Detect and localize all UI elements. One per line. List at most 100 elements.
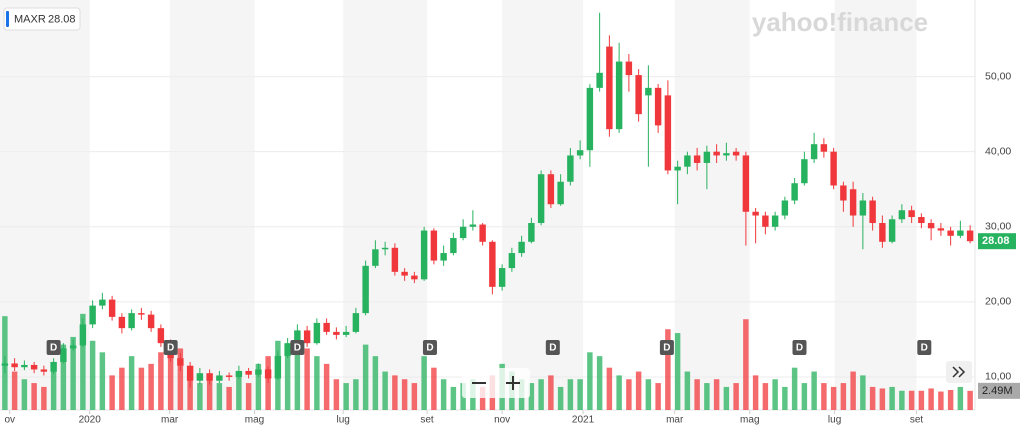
y-tick-label: 10,00 — [985, 371, 1011, 383]
candle-body — [606, 46, 613, 130]
x-tick-label: set — [910, 415, 924, 426]
candle-body — [79, 324, 87, 346]
candle-body — [69, 345, 77, 349]
candle-body — [479, 224, 486, 242]
volume-bar — [431, 367, 437, 410]
volume-bar — [265, 356, 271, 410]
candle-body — [60, 348, 67, 362]
volume-bar — [918, 390, 925, 410]
volume-bar — [616, 375, 622, 410]
zoom-controls[interactable] — [462, 368, 530, 398]
x-tick-label: lug — [828, 415, 841, 426]
candle-body — [742, 155, 750, 212]
volume-bar — [128, 356, 135, 410]
volume-bar — [626, 379, 632, 410]
volume-bar — [206, 379, 213, 410]
badge-color — [6, 11, 9, 27]
candle-body — [830, 151, 837, 186]
candle-body — [703, 151, 711, 163]
candle-body — [1, 363, 9, 366]
volume-bar — [752, 375, 759, 410]
volume-bar — [821, 383, 827, 410]
candle-body — [206, 373, 213, 381]
candle-body — [693, 155, 701, 163]
event-label: D — [796, 343, 803, 354]
volume-bar — [587, 352, 593, 410]
volume-tag-label: 2.49M — [982, 385, 1013, 397]
scroll-button[interactable] — [946, 361, 972, 383]
candle-body — [518, 241, 525, 254]
volume-bar — [713, 379, 720, 410]
candle-body — [576, 150, 584, 156]
y-tick-label: 50,00 — [985, 70, 1011, 82]
event-label: D — [50, 343, 57, 354]
x-tick-label: lug — [337, 415, 350, 426]
volume-bar — [421, 356, 427, 410]
volume-bar — [343, 383, 349, 410]
candle-body — [723, 153, 730, 156]
volume-bar — [284, 348, 291, 410]
period-band — [0, 0, 90, 410]
candle-body — [732, 151, 740, 156]
event-marker — [917, 340, 932, 355]
candle-body — [313, 322, 321, 344]
candle-body — [303, 330, 311, 344]
volume-bar — [236, 371, 242, 410]
candle-body — [498, 268, 506, 287]
volume-bar — [216, 383, 223, 410]
event-label: D — [549, 343, 556, 354]
candle-body — [791, 183, 798, 201]
candle-body — [879, 223, 886, 242]
candle-body — [528, 223, 535, 242]
candle-body — [927, 223, 935, 229]
volume-bar — [596, 356, 603, 410]
x-tick-label: mag — [740, 415, 759, 426]
candle-body — [333, 331, 340, 335]
candle-body — [752, 211, 759, 216]
volume-bar — [450, 386, 457, 410]
volume-bar — [158, 352, 164, 410]
candle-body — [908, 210, 915, 218]
volume-bar — [635, 371, 642, 410]
candle-body — [596, 72, 603, 88]
volume-bar — [928, 388, 934, 410]
candle-body — [381, 247, 389, 250]
volume-bar — [606, 367, 613, 410]
candle-body — [30, 364, 38, 370]
candle-body — [177, 358, 184, 366]
volume-bar — [811, 371, 817, 410]
volume-bar — [733, 383, 739, 410]
candle-body — [147, 314, 155, 329]
candle-body — [557, 181, 564, 205]
volume-bar — [323, 363, 330, 410]
volume-bar — [684, 371, 691, 410]
volume-bar — [889, 386, 895, 410]
event-marker — [545, 340, 560, 355]
volume-bar — [440, 379, 447, 410]
candle-body — [362, 265, 369, 314]
candle-body — [21, 364, 28, 368]
event-label: D — [663, 343, 670, 354]
x-tick-label: set — [420, 415, 434, 426]
x-tick-label: ov — [4, 415, 15, 426]
candle-body — [918, 217, 925, 224]
volume-bar — [957, 386, 964, 410]
candle-body — [937, 228, 945, 231]
volume-bar — [109, 375, 115, 410]
candle-body — [342, 331, 350, 335]
candle-body — [469, 224, 477, 227]
volume-bar — [743, 319, 749, 410]
candle-body — [450, 238, 457, 254]
candle-body — [810, 144, 818, 160]
volume-bar — [850, 371, 856, 410]
candle-body — [11, 363, 18, 368]
volume-bar — [245, 383, 252, 410]
volume-bar — [197, 383, 203, 410]
candle-body — [615, 61, 623, 130]
event-label: D — [167, 343, 174, 354]
event-marker — [46, 340, 61, 355]
candle-body — [352, 313, 360, 332]
candle-body — [849, 189, 857, 216]
x-tick-label: 2021 — [572, 415, 595, 426]
